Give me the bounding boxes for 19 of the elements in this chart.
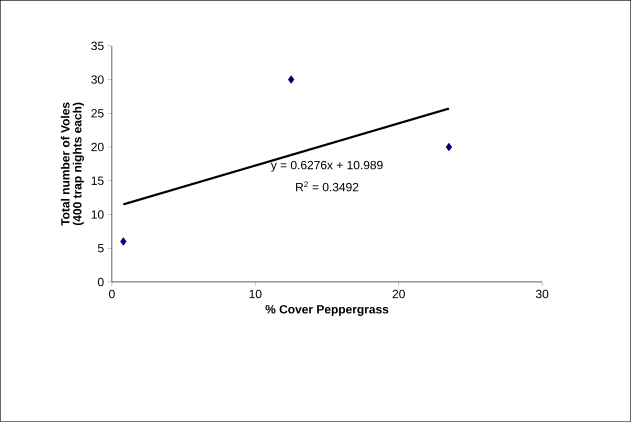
y-tick-label: 30 bbox=[91, 75, 104, 84]
x-axis-title: % Cover Peppergrass bbox=[265, 305, 388, 316]
y-tick-label: 20 bbox=[91, 142, 104, 152]
point bbox=[446, 142, 452, 152]
y-tick-label: 15 bbox=[92, 176, 104, 185]
x-tick-label: 30 bbox=[536, 290, 548, 298]
x-tick-label: 0 bbox=[109, 290, 115, 298]
y-tick-label: 5 bbox=[98, 244, 104, 252]
y-tick-label: 35 bbox=[91, 42, 104, 50]
point bbox=[120, 237, 127, 246]
y-axis-title: Total number of Voles (400 trap nights each) bbox=[60, 102, 84, 226]
x-tick-label: 10 bbox=[250, 290, 262, 298]
x-tick-label: 20 bbox=[392, 290, 405, 298]
y-tick-label: 0 bbox=[98, 278, 104, 286]
annotation: R$^{2}$ = 0.3492 bbox=[296, 181, 358, 192]
annotation: y = 0.6276x + 10.989 bbox=[270, 160, 383, 172]
y-tick-label: 25 bbox=[91, 109, 104, 118]
y-tick-label: 10 bbox=[92, 210, 104, 219]
point bbox=[288, 75, 294, 84]
